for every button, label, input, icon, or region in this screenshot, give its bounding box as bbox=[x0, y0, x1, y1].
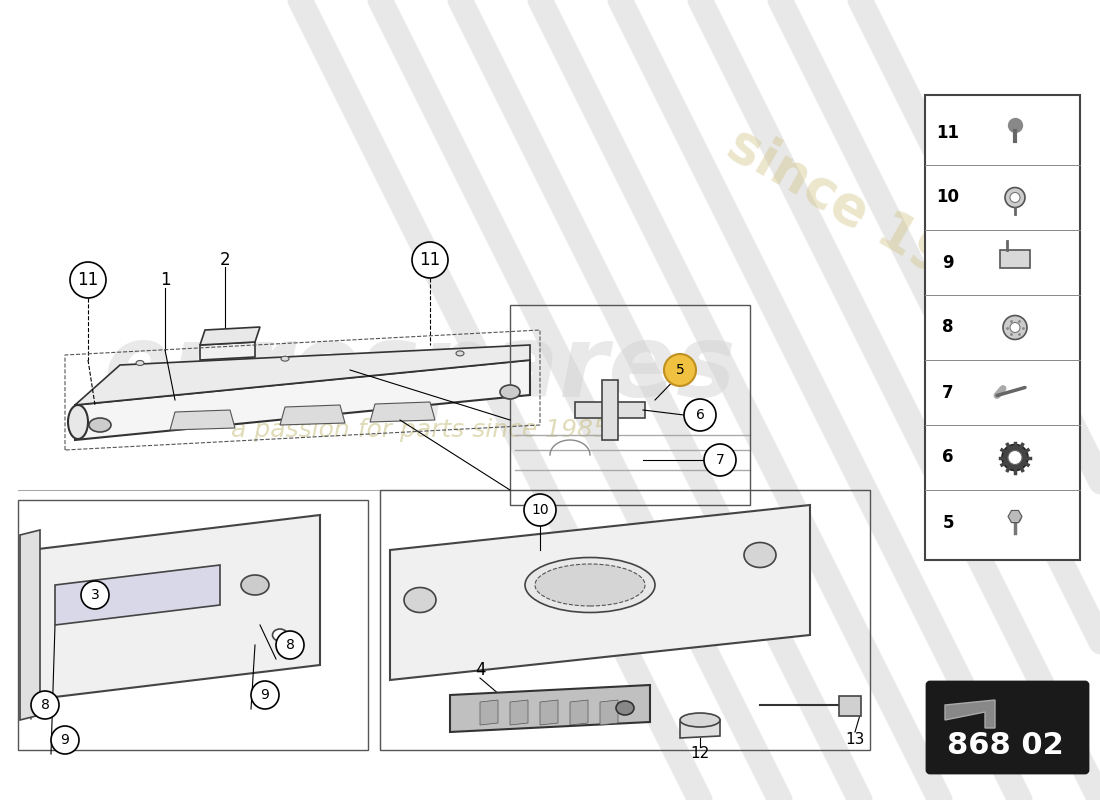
Circle shape bbox=[412, 242, 448, 278]
Circle shape bbox=[31, 691, 59, 719]
Text: 2: 2 bbox=[220, 251, 230, 269]
Ellipse shape bbox=[500, 385, 520, 399]
Text: 11: 11 bbox=[936, 123, 959, 142]
Polygon shape bbox=[390, 505, 810, 680]
Text: 5: 5 bbox=[943, 514, 954, 531]
Polygon shape bbox=[540, 700, 558, 725]
Circle shape bbox=[1010, 322, 1020, 333]
Text: 868 02: 868 02 bbox=[947, 730, 1064, 759]
Text: 6: 6 bbox=[943, 449, 954, 466]
Polygon shape bbox=[200, 327, 260, 345]
Ellipse shape bbox=[273, 629, 287, 641]
Circle shape bbox=[704, 444, 736, 476]
Polygon shape bbox=[480, 700, 498, 725]
Text: 9: 9 bbox=[943, 254, 954, 271]
Text: 11: 11 bbox=[77, 271, 99, 289]
Polygon shape bbox=[1008, 510, 1022, 522]
Circle shape bbox=[684, 399, 716, 431]
FancyBboxPatch shape bbox=[602, 380, 618, 440]
Text: 7: 7 bbox=[943, 383, 954, 402]
FancyBboxPatch shape bbox=[925, 95, 1080, 560]
Ellipse shape bbox=[68, 405, 88, 439]
Ellipse shape bbox=[680, 713, 720, 727]
Ellipse shape bbox=[525, 558, 654, 613]
Circle shape bbox=[1003, 315, 1027, 339]
Text: 9: 9 bbox=[261, 688, 270, 702]
Text: a passion for parts since 1985: a passion for parts since 1985 bbox=[231, 418, 609, 442]
Circle shape bbox=[524, 494, 556, 526]
Ellipse shape bbox=[280, 356, 289, 361]
Polygon shape bbox=[570, 700, 589, 725]
Text: 9: 9 bbox=[60, 733, 69, 747]
Text: eurospares: eurospares bbox=[103, 322, 736, 418]
Text: 8: 8 bbox=[943, 318, 954, 337]
Polygon shape bbox=[370, 402, 434, 422]
Ellipse shape bbox=[241, 575, 270, 595]
Ellipse shape bbox=[616, 701, 634, 715]
FancyBboxPatch shape bbox=[1000, 250, 1030, 267]
Text: 7: 7 bbox=[716, 453, 725, 467]
Polygon shape bbox=[945, 700, 996, 728]
Text: 8: 8 bbox=[41, 698, 50, 712]
Ellipse shape bbox=[456, 351, 464, 356]
Text: 11: 11 bbox=[419, 251, 441, 269]
Text: 5: 5 bbox=[675, 363, 684, 377]
FancyBboxPatch shape bbox=[839, 696, 861, 716]
Ellipse shape bbox=[744, 542, 775, 567]
Circle shape bbox=[70, 262, 106, 298]
Ellipse shape bbox=[89, 418, 111, 432]
Circle shape bbox=[276, 631, 304, 659]
Circle shape bbox=[1008, 450, 1022, 465]
Polygon shape bbox=[20, 530, 40, 720]
Circle shape bbox=[251, 681, 279, 709]
Polygon shape bbox=[600, 700, 618, 725]
Polygon shape bbox=[200, 342, 255, 360]
Polygon shape bbox=[30, 515, 320, 700]
Text: 1: 1 bbox=[160, 271, 170, 289]
Text: 3: 3 bbox=[90, 588, 99, 602]
Text: 10: 10 bbox=[936, 189, 959, 206]
Text: 8: 8 bbox=[286, 638, 295, 652]
Circle shape bbox=[81, 581, 109, 609]
Polygon shape bbox=[680, 720, 720, 738]
Text: 12: 12 bbox=[691, 746, 710, 762]
FancyBboxPatch shape bbox=[575, 402, 645, 418]
Polygon shape bbox=[55, 565, 220, 625]
Text: 4: 4 bbox=[475, 661, 485, 679]
Circle shape bbox=[1005, 187, 1025, 207]
Text: 10: 10 bbox=[531, 503, 549, 517]
FancyBboxPatch shape bbox=[927, 682, 1088, 773]
Polygon shape bbox=[450, 685, 650, 732]
Ellipse shape bbox=[136, 361, 144, 366]
Text: 6: 6 bbox=[695, 408, 704, 422]
Polygon shape bbox=[75, 345, 530, 405]
Polygon shape bbox=[170, 410, 235, 430]
Circle shape bbox=[664, 354, 696, 386]
Ellipse shape bbox=[404, 587, 436, 613]
Circle shape bbox=[51, 726, 79, 754]
Circle shape bbox=[1002, 445, 1028, 470]
Ellipse shape bbox=[535, 564, 645, 606]
Text: since 1985: since 1985 bbox=[718, 118, 1021, 322]
Circle shape bbox=[1010, 193, 1020, 202]
Text: 13: 13 bbox=[845, 733, 865, 747]
Polygon shape bbox=[75, 360, 530, 440]
Polygon shape bbox=[280, 405, 345, 425]
Polygon shape bbox=[510, 700, 528, 725]
